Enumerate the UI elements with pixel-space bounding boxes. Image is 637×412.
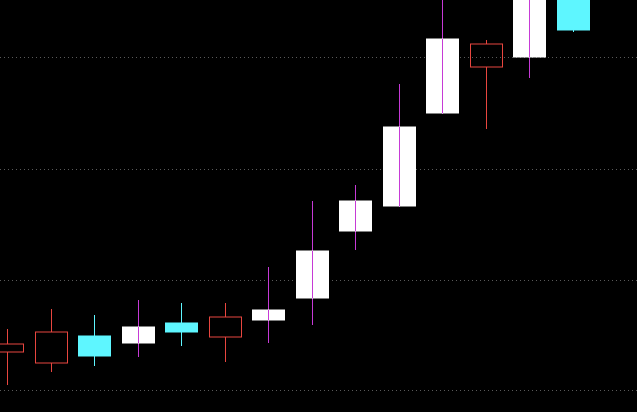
candle-body	[78, 335, 111, 357]
candle-body	[165, 322, 198, 333]
candle-8	[339, 185, 372, 250]
candle-1	[35, 309, 68, 372]
candle-10	[426, 0, 459, 114]
candle-body	[35, 331, 68, 364]
candle-4	[165, 303, 198, 346]
candle-body	[557, 0, 590, 31]
candle-7	[296, 201, 329, 325]
candle-0	[0, 329, 24, 385]
candle-3	[122, 300, 155, 357]
candle-body	[0, 343, 24, 353]
candle-13	[557, 0, 590, 32]
candle-6	[252, 267, 285, 343]
candle-12	[513, 0, 546, 78]
candle-layer	[0, 0, 590, 385]
candle-9	[383, 84, 416, 207]
candle-11	[470, 40, 503, 129]
candle-body	[209, 316, 242, 338]
candle-5	[209, 303, 242, 362]
candle-body	[470, 43, 503, 68]
candle-2	[78, 315, 111, 366]
